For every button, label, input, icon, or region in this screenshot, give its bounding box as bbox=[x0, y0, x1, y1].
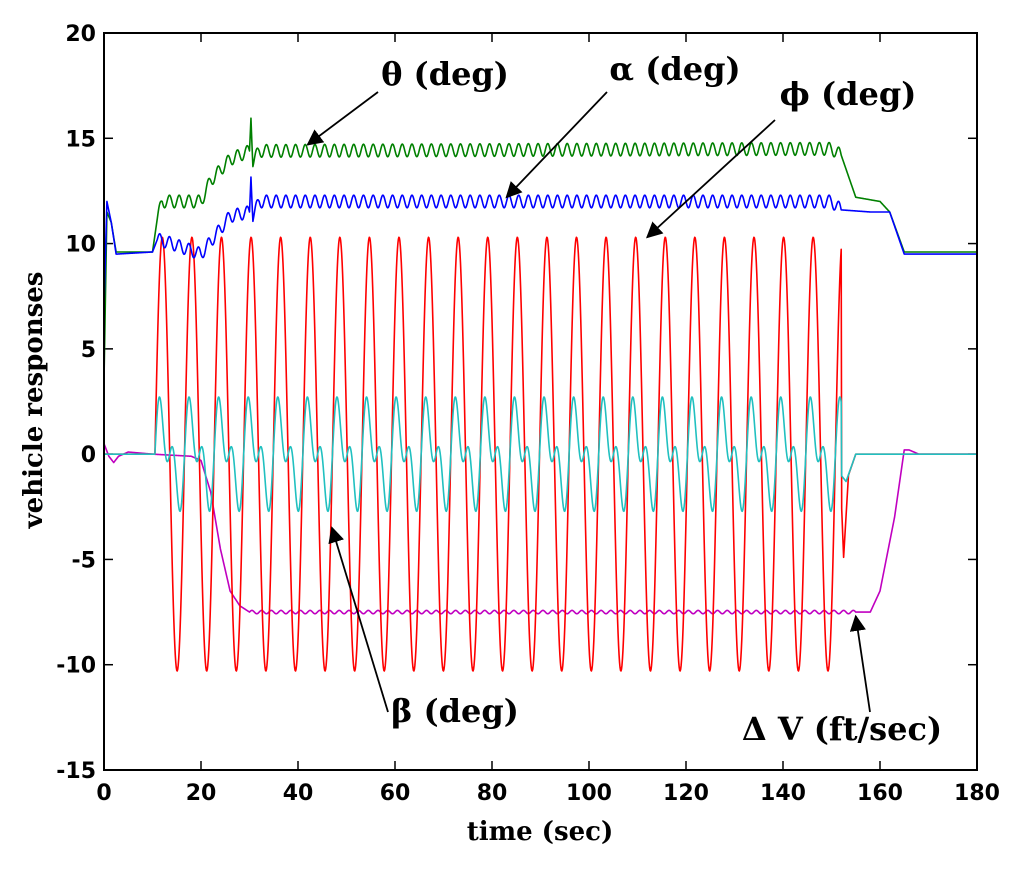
series-layer bbox=[103, 117, 978, 672]
series-line-0 bbox=[103, 117, 978, 381]
x-tick-label: 40 bbox=[283, 781, 314, 806]
x-tick-label: 60 bbox=[380, 781, 411, 806]
annotation-label: ϕ (deg) bbox=[780, 75, 917, 113]
annotations: θ (deg) α (deg) ϕ (deg) β (deg) Δ V (ft/sec) bbox=[306, 50, 942, 748]
x-tick-label: 20 bbox=[186, 781, 217, 806]
y-tick-label: 5 bbox=[81, 338, 96, 363]
annotation-arrow bbox=[505, 91, 608, 199]
y-tick-label: 20 bbox=[65, 22, 96, 47]
annotation-label: θ (deg) bbox=[381, 55, 509, 93]
x-tick-label: 0 bbox=[96, 781, 111, 806]
annotation-label: α (deg) bbox=[609, 50, 740, 88]
annotation-arrow bbox=[849, 614, 871, 713]
x-tick-label: 120 bbox=[663, 781, 709, 806]
tick-labels: 0 20 40 60 80 100 120 140 160 180 -15 -10 -5 0 5 10 15 20 bbox=[56, 22, 1000, 806]
x-tick-label: 80 bbox=[477, 781, 508, 806]
x-tick-label: 100 bbox=[566, 781, 612, 806]
x-tick-label: 160 bbox=[857, 781, 903, 806]
y-tick-label: 0 bbox=[81, 443, 96, 468]
y-tick-label: -10 bbox=[56, 654, 96, 679]
annotation-arrow bbox=[646, 119, 776, 239]
y-tick-label: 15 bbox=[65, 127, 96, 152]
annotation-label: β (deg) bbox=[391, 692, 519, 730]
series-line-3 bbox=[103, 396, 978, 513]
x-tick-label: 140 bbox=[760, 781, 806, 806]
series-line-2 bbox=[103, 236, 978, 672]
annotation-arrow bbox=[328, 526, 389, 713]
x-axis-label: time (sec) bbox=[467, 817, 614, 847]
y-tick-label: 10 bbox=[65, 233, 96, 258]
y-axis-label: vehicle responses bbox=[19, 272, 49, 530]
annotation-label: Δ V (ft/sec) bbox=[742, 710, 942, 748]
series-line-1 bbox=[103, 176, 978, 307]
y-tick-label: -15 bbox=[56, 759, 96, 784]
plot-frame bbox=[103, 32, 978, 771]
x-tick-label: 180 bbox=[954, 781, 1000, 806]
annotation-arrow bbox=[306, 91, 379, 146]
y-tick-label: -5 bbox=[72, 548, 96, 573]
